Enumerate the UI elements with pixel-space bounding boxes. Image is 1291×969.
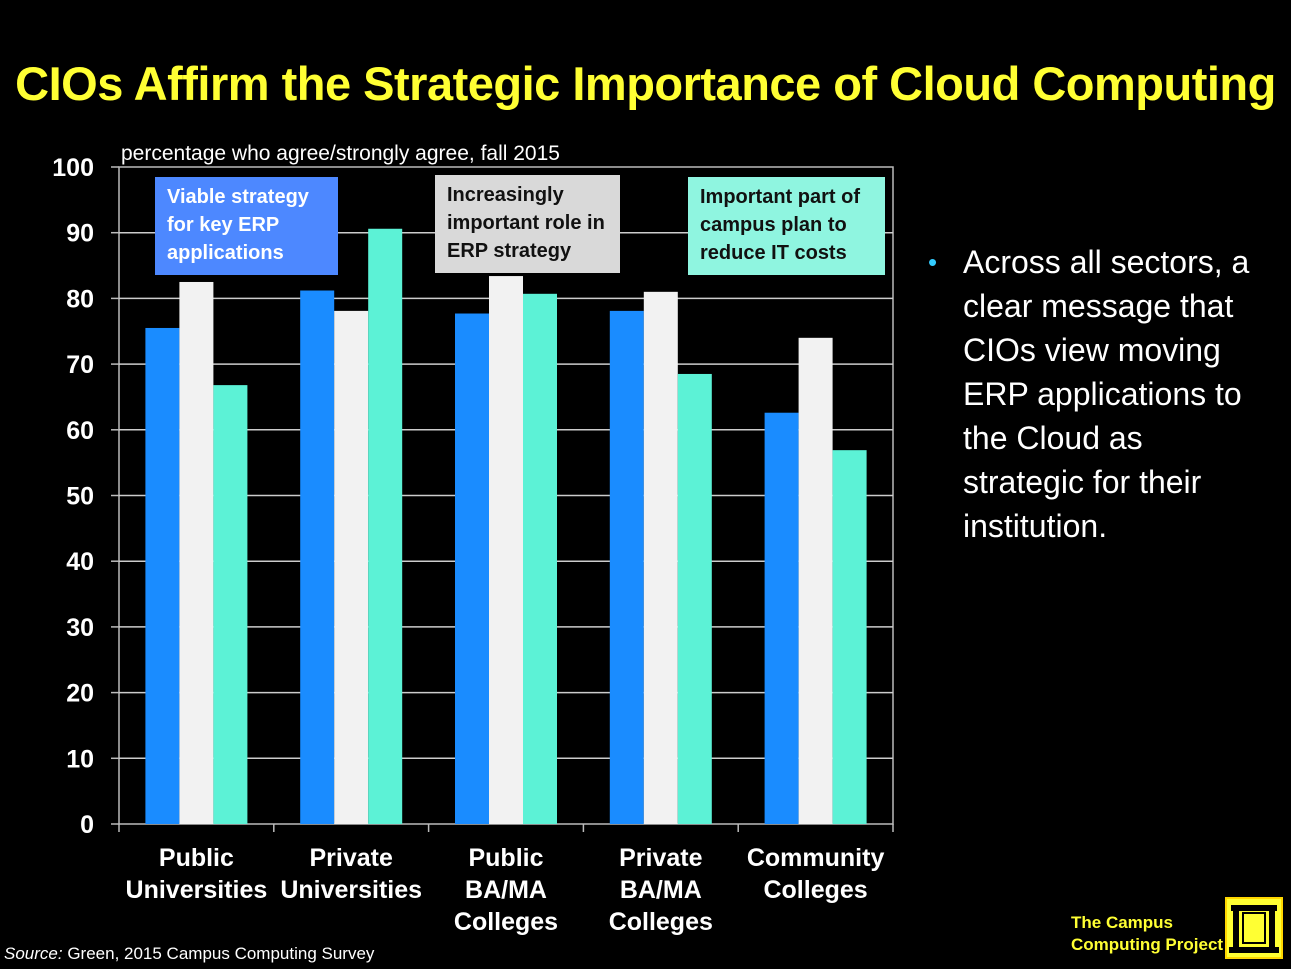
legend-label-line: applications [167, 242, 284, 264]
category-label: Universities [280, 876, 422, 904]
brand-line: The Campus [1071, 913, 1174, 932]
brand-text: The Campus Computing Project [1071, 912, 1223, 956]
bar [368, 228, 403, 824]
y-tick-label: 60 [66, 417, 94, 445]
category-label: Private [619, 844, 702, 872]
legend-viable-strategy: Viable strategy for key ERP applications [155, 177, 338, 275]
legend-increasingly-important: Increasingly important role in ERP strat… [435, 175, 620, 273]
legend-label-line: ERP strategy [447, 240, 572, 262]
category-label: Universities [126, 876, 268, 904]
legend-important-part: Important part of campus plan to reduce … [688, 177, 885, 275]
bar [179, 281, 214, 825]
bar [300, 290, 335, 824]
bar [643, 291, 678, 825]
bar [489, 276, 523, 824]
chart-subtitle: percentage who agree/strongly agree, fal… [121, 142, 560, 165]
bar [334, 310, 369, 824]
y-tick-label: 50 [66, 483, 94, 511]
y-tick-label: 80 [66, 285, 94, 313]
bar [523, 293, 557, 824]
category-label: Colleges [609, 908, 713, 936]
category-label: BA/MA [620, 876, 702, 904]
legend-label-line: Viable strategy [167, 186, 309, 208]
category-label: Private [310, 844, 393, 872]
category-label: Public [468, 844, 543, 872]
category-label: Public [159, 844, 234, 872]
bar [832, 450, 867, 824]
slide-title: CIOs Affirm the Strategic Importance of … [15, 57, 1276, 110]
y-tick-label: 100 [52, 154, 94, 182]
bar [609, 310, 644, 824]
category-label: Community [747, 844, 885, 872]
campus-computing-logo-icon [1225, 897, 1283, 959]
legend-label-line: campus plan to [700, 214, 847, 236]
legend-label-line: Important part of [700, 186, 860, 208]
category-label: BA/MA [465, 876, 547, 904]
bar [213, 385, 248, 824]
source-label: Source: [4, 944, 63, 963]
legend-label-line: for key ERP [167, 214, 280, 236]
category-label: Colleges [763, 876, 867, 904]
y-tick-label: 40 [66, 548, 94, 576]
bullet-point: • Across all sectors, a clear message th… [928, 240, 1268, 548]
bar [798, 337, 833, 824]
bar [145, 327, 180, 824]
source-text: Green, 2015 Campus Computing Survey [62, 944, 375, 963]
source-note: Source: Green, 2015 Campus Computing Sur… [4, 944, 374, 964]
y-tick-label: 10 [66, 745, 94, 773]
bullet-text: Across all sectors, a clear message that… [963, 244, 1250, 544]
bar [677, 373, 712, 824]
brand-line: Computing Project [1071, 935, 1224, 954]
bar [455, 313, 489, 824]
y-tick-label: 30 [66, 614, 94, 642]
legend-label-line: Increasingly [447, 184, 564, 206]
y-tick-label: 70 [66, 351, 94, 379]
bar [764, 412, 799, 824]
y-tick-label: 20 [66, 680, 94, 708]
y-tick-label: 0 [80, 811, 94, 839]
y-tick-label: 90 [66, 220, 94, 248]
bullet-dot-icon: • [928, 247, 938, 277]
category-label: Colleges [454, 908, 558, 936]
legend-label-line: important role in [447, 212, 605, 234]
legend-label-line: reduce IT costs [700, 242, 847, 264]
